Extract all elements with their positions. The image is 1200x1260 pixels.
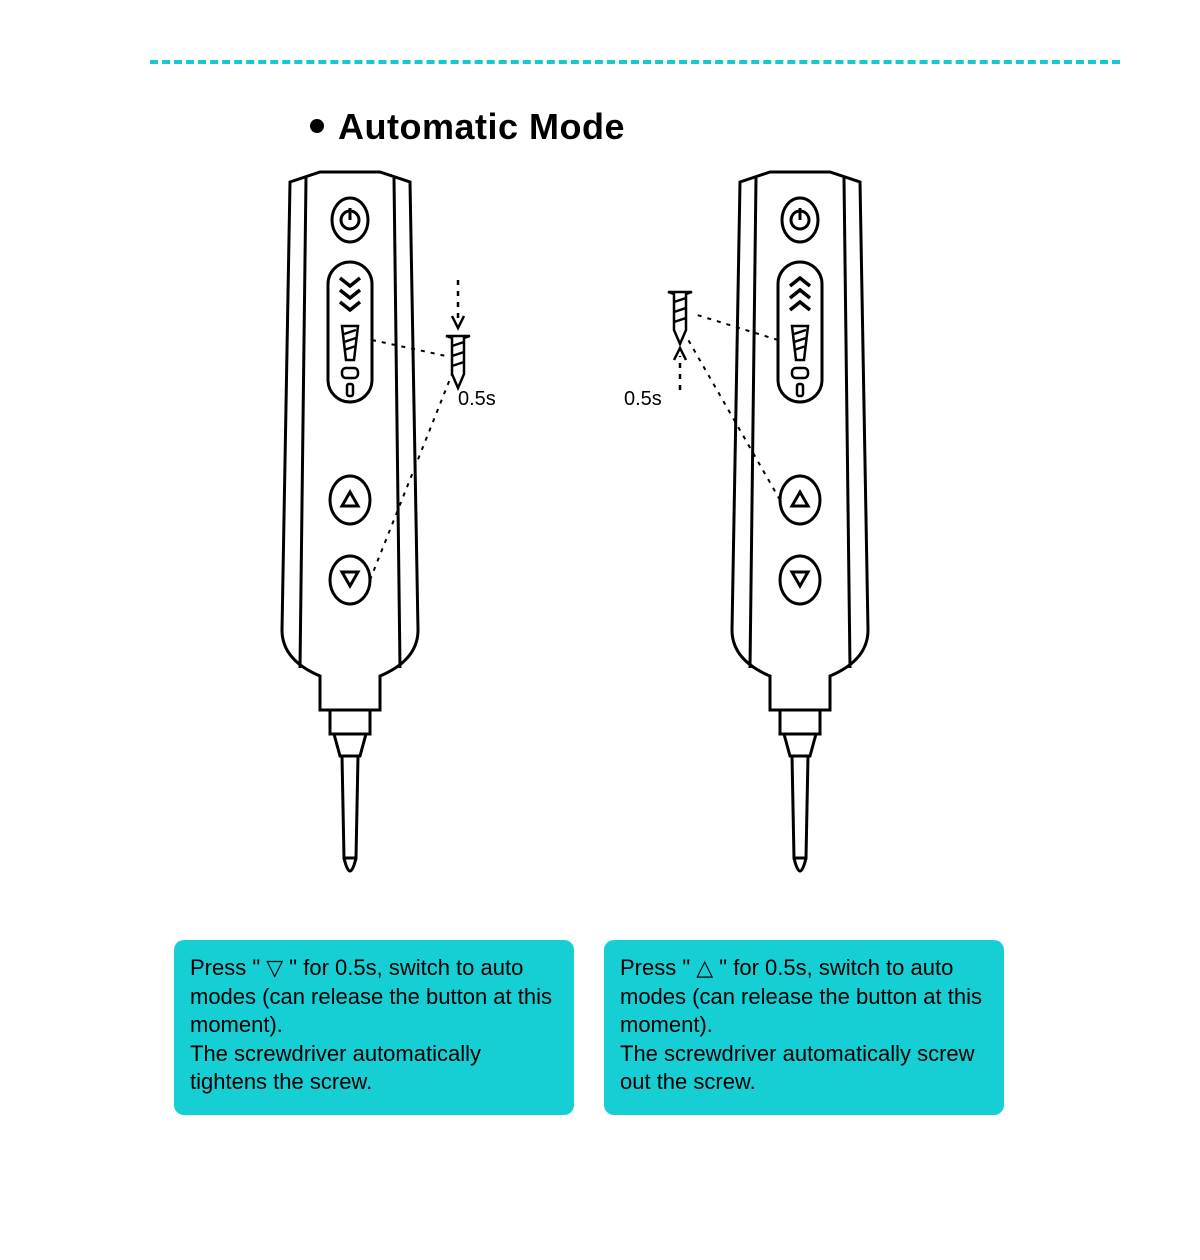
display	[328, 262, 372, 402]
device-left	[230, 170, 530, 930]
power-button[interactable]	[332, 198, 368, 242]
device-right	[620, 170, 920, 930]
callout-left	[370, 280, 470, 580]
down-button[interactable]	[330, 556, 370, 604]
time-label-left: 0.5s	[458, 388, 496, 411]
power-button[interactable]	[782, 198, 818, 242]
down-button[interactable]	[780, 556, 820, 604]
top-dashed-divider	[150, 60, 1120, 64]
bullet-icon	[310, 119, 324, 133]
diagram-stage: 0.5s	[60, 170, 1140, 1140]
title-text: Automatic Mode	[338, 106, 625, 147]
callout-right	[668, 292, 780, 500]
up-button[interactable]	[330, 476, 370, 524]
up-button[interactable]	[780, 476, 820, 524]
caption-left: Press " ▽ " for 0.5s, switch to auto mod…	[174, 940, 574, 1115]
section-title: Automatic Mode	[310, 106, 625, 148]
caption-right: Press " △ " for 0.5s, switch to auto mod…	[604, 940, 1004, 1115]
time-label-right: 0.5s	[624, 388, 662, 411]
display	[778, 262, 822, 402]
page: Automatic Mode	[60, 60, 1140, 1140]
